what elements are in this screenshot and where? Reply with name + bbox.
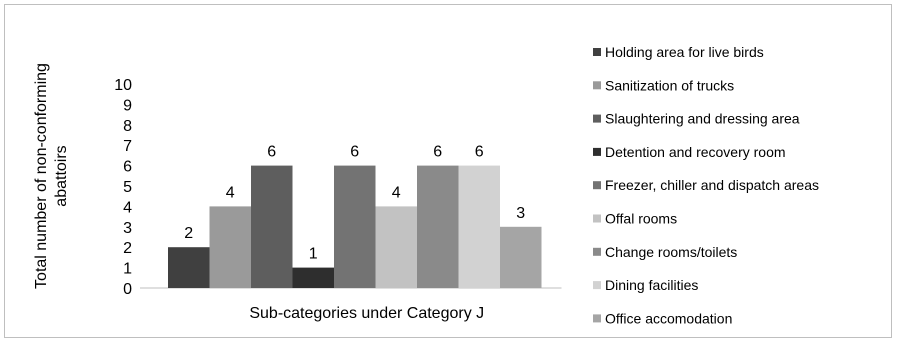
legend-label: Dining facilities bbox=[605, 277, 698, 293]
y-tick-label: 2 bbox=[123, 240, 132, 257]
bars bbox=[168, 165, 542, 288]
legend-swatch bbox=[593, 81, 601, 90]
bar bbox=[209, 206, 251, 288]
bar bbox=[375, 206, 417, 288]
data-label: 6 bbox=[433, 144, 442, 161]
legend-label: Freezer, chiller and dispatch areas bbox=[605, 177, 819, 193]
legend-swatch bbox=[593, 281, 601, 290]
data-label: 6 bbox=[350, 144, 359, 161]
y-axis-title-line-2: abattoirs bbox=[53, 145, 70, 206]
legend-label: Office accomodation bbox=[605, 310, 732, 326]
y-tick-label: 5 bbox=[123, 179, 132, 196]
y-axis-ticks: 0 1 2 3 4 5 6 7 8 9 10 bbox=[114, 77, 132, 298]
legend-swatch bbox=[593, 114, 601, 123]
y-tick-label: 7 bbox=[123, 138, 132, 155]
data-label: 3 bbox=[516, 205, 525, 222]
y-tick-label: 4 bbox=[123, 199, 132, 216]
x-axis-title: Sub-categories under Category J bbox=[249, 305, 484, 322]
data-label: 4 bbox=[392, 184, 401, 201]
legend-label: Offal rooms bbox=[605, 211, 677, 227]
y-tick-label: 10 bbox=[114, 77, 132, 94]
data-label: 4 bbox=[226, 184, 235, 201]
bar bbox=[417, 165, 459, 288]
bar bbox=[292, 267, 334, 288]
bar bbox=[251, 165, 293, 288]
bar bbox=[458, 165, 500, 288]
legend-label: Change rooms/toilets bbox=[605, 244, 737, 260]
legend-swatch bbox=[593, 181, 601, 190]
legend-swatch bbox=[593, 314, 601, 323]
bar bbox=[500, 226, 542, 288]
data-label: 6 bbox=[475, 144, 484, 161]
y-tick-label: 6 bbox=[123, 159, 132, 176]
y-tick-label: 3 bbox=[123, 220, 132, 237]
legend-label: Detention and recovery room bbox=[605, 144, 786, 160]
bar bbox=[168, 247, 210, 288]
legend-label: Sanitization of trucks bbox=[605, 77, 734, 93]
data-labels: 2 4 6 1 6 4 6 6 3 bbox=[184, 144, 525, 263]
data-label: 2 bbox=[184, 225, 193, 242]
legend-swatch bbox=[593, 214, 601, 223]
legend-swatch bbox=[593, 147, 601, 156]
y-tick-label: 8 bbox=[123, 118, 132, 135]
legend-label: Holding area for live birds bbox=[605, 44, 764, 60]
legend-label: Slaughtering and dressing area bbox=[605, 111, 800, 127]
y-tick-label: 9 bbox=[123, 97, 132, 114]
legend-swatch bbox=[593, 247, 601, 256]
bar bbox=[334, 165, 376, 288]
y-axis-title-line-1: Total number of non-conforming bbox=[33, 63, 50, 289]
legend: Holding area for live birds Sanitization … bbox=[593, 44, 819, 326]
data-label: 6 bbox=[267, 144, 276, 161]
data-label: 1 bbox=[309, 246, 318, 263]
legend-swatch bbox=[593, 48, 601, 56]
y-tick-label: 0 bbox=[123, 281, 132, 298]
y-tick-label: 1 bbox=[123, 261, 132, 278]
